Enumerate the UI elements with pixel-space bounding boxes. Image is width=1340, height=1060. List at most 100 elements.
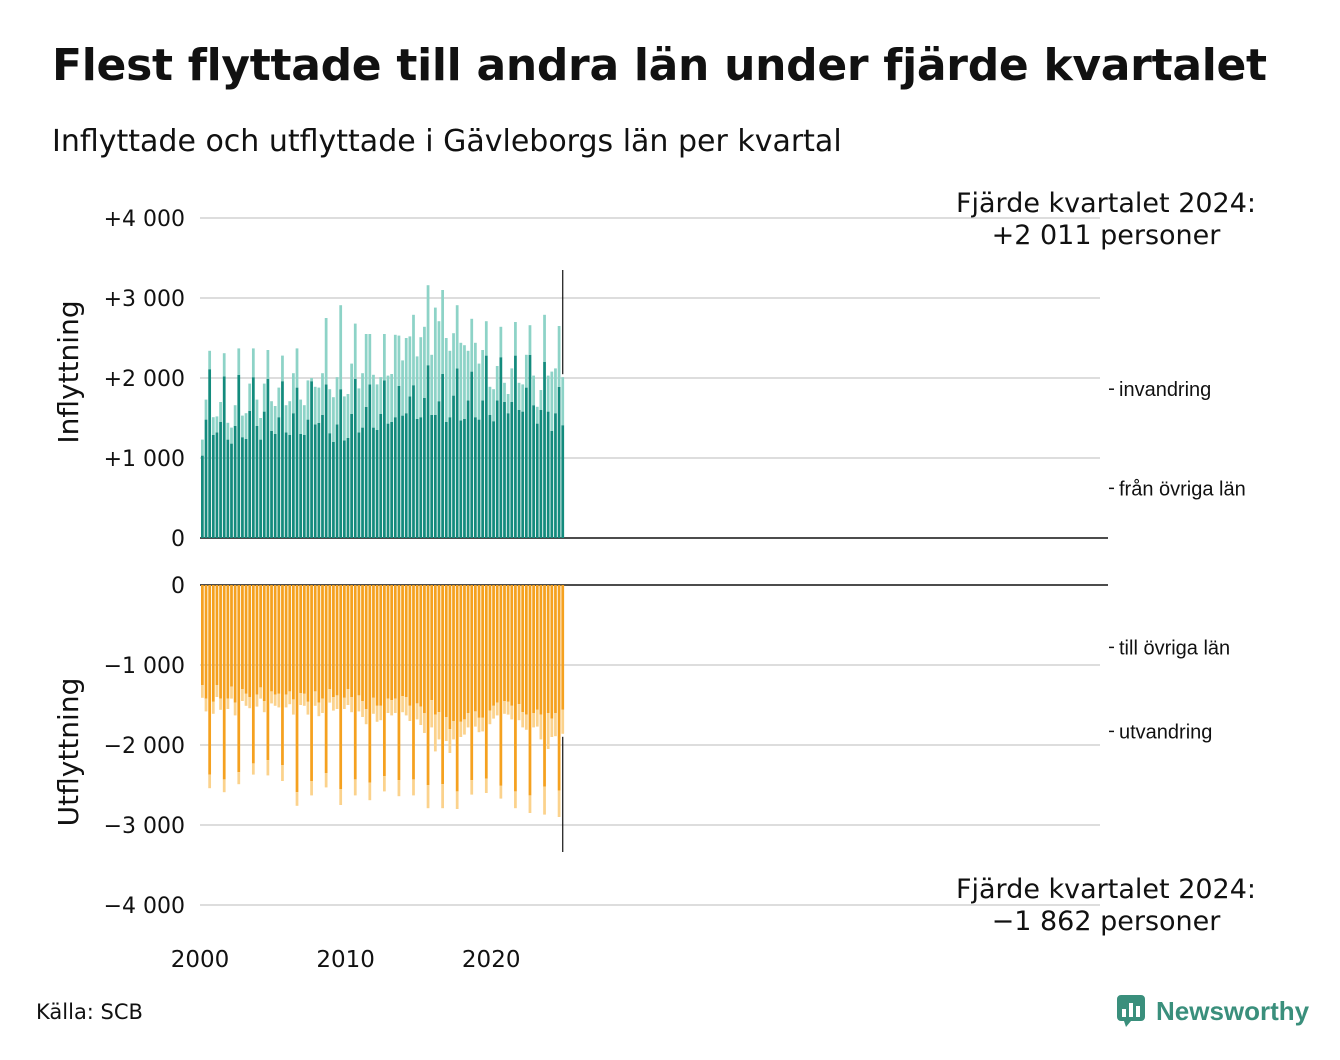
bar-invandring [357,388,361,433]
bar-utvandring [470,780,474,795]
bar-fran-ovriga-lan [517,410,521,538]
bar-till-ovriga-lan [233,585,237,703]
bar-till-ovriga-lan [364,585,368,709]
bar-utvandring [259,687,262,699]
bar-fran-ovriga-lan [539,410,543,538]
bar-utvandring [346,689,350,705]
bar-till-ovriga-lan [328,585,332,689]
bar-utvandring [437,712,441,740]
bar-till-ovriga-lan [532,585,535,713]
bar-fran-ovriga-lan [546,411,550,538]
bar-utvandring [557,790,561,817]
bar-fran-ovriga-lan [441,374,444,538]
bar-invandring [237,348,241,375]
bar-fran-ovriga-lan [550,430,554,538]
bar-till-ovriga-lan [474,585,477,712]
bar-fran-ovriga-lan [433,414,437,538]
bar-invandring [350,363,353,414]
bar-till-ovriga-lan [557,585,561,791]
bar-invandring [375,384,379,430]
bar-utvandring [535,709,539,727]
bar-invandring [215,416,219,433]
x-tick-label: 2010 [316,947,375,973]
bar-invandring [423,326,426,398]
bar-invandring [255,399,259,426]
bar-utvandring [306,701,310,715]
bar-till-ovriga-lan [452,585,455,721]
bar-invandring [372,374,375,428]
bar-till-ovriga-lan [211,585,215,702]
bar-invandring [241,415,244,438]
bar-till-ovriga-lan [535,585,539,710]
bar-utvandring [284,694,288,708]
bar-utvandring [415,703,419,720]
bar-till-ovriga-lan [546,585,550,713]
bar-till-ovriga-lan [521,585,525,713]
bar-fran-ovriga-lan [364,406,368,538]
annotation-bottom: Fjärde kvartalet 2024: [956,874,1256,905]
bar-utvandring [383,776,386,792]
bar-utvandring [222,779,226,793]
bar-invandring [204,399,208,420]
source-note: Källa: SCB [36,1000,143,1024]
bar-fran-ovriga-lan [408,396,412,538]
bar-utvandring [313,691,317,706]
bar-invandring [386,375,390,424]
bar-fran-ovriga-lan [208,369,212,538]
bar-till-ovriga-lan [361,585,364,701]
y-tick-label: −1 000 [104,654,185,679]
bar-till-ovriga-lan [463,585,466,720]
bar-utvandring [521,712,525,728]
bar-fran-ovriga-lan [226,439,230,538]
bar-invandring [281,355,284,382]
bar-fran-ovriga-lan [299,434,303,538]
bar-utvandring [397,780,401,797]
bar-fran-ovriga-lan [306,419,310,538]
bar-invandring [335,377,339,425]
bar-till-ovriga-lan [470,585,474,781]
bar-fran-ovriga-lan [532,405,535,538]
bar-till-ovriga-lan [401,585,404,697]
bar-till-ovriga-lan [208,585,212,775]
bar-fran-ovriga-lan [372,427,375,538]
bar-invandring [415,356,419,419]
bar-invandring [302,405,306,435]
bar-invandring [408,336,412,397]
bar-invandring [459,342,463,421]
legend-label: till övriga län [1119,637,1230,659]
brand-logo: Newsworthy [1116,994,1309,1028]
bar-invandring [455,305,459,369]
bar-invandring [201,439,204,456]
bar-utvandring [419,706,423,725]
bar-fran-ovriga-lan [514,355,517,538]
bar-till-ovriga-lan [561,585,565,710]
bar-till-ovriga-lan [324,585,328,773]
bar-invandring [524,354,528,388]
bar-fran-ovriga-lan [339,389,343,538]
bar-till-ovriga-lan [393,585,397,699]
bar-fran-ovriga-lan [357,432,361,538]
bar-utvandring [466,713,470,728]
y-ticks-inflyttning: 0 +1 000 +2 000 +3 000 +4 000 [104,207,185,552]
bar-invandring [277,387,281,418]
bar-fran-ovriga-lan [492,421,495,538]
bar-till-ovriga-lan [335,585,339,696]
bar-invandring [259,418,262,440]
bar-fran-ovriga-lan [477,419,481,538]
bar-invandring [230,427,233,444]
bar-utvandring [506,701,510,715]
bar-invandring [437,321,441,402]
bar-utvandring [241,689,244,701]
bar-fran-ovriga-lan [262,411,266,538]
bar-utvandring [281,765,284,781]
bar-invandring [561,377,565,426]
bar-utvandring [372,697,375,714]
bar-till-ovriga-lan [488,585,492,711]
bar-fran-ovriga-lan [266,378,270,538]
bar-utvandring [510,705,514,720]
bar-invandring [448,350,452,418]
bar-invandring [328,389,332,434]
bar-till-ovriga-lan [277,585,281,694]
bar-invandring [317,387,321,423]
bar-invandring [404,338,408,414]
